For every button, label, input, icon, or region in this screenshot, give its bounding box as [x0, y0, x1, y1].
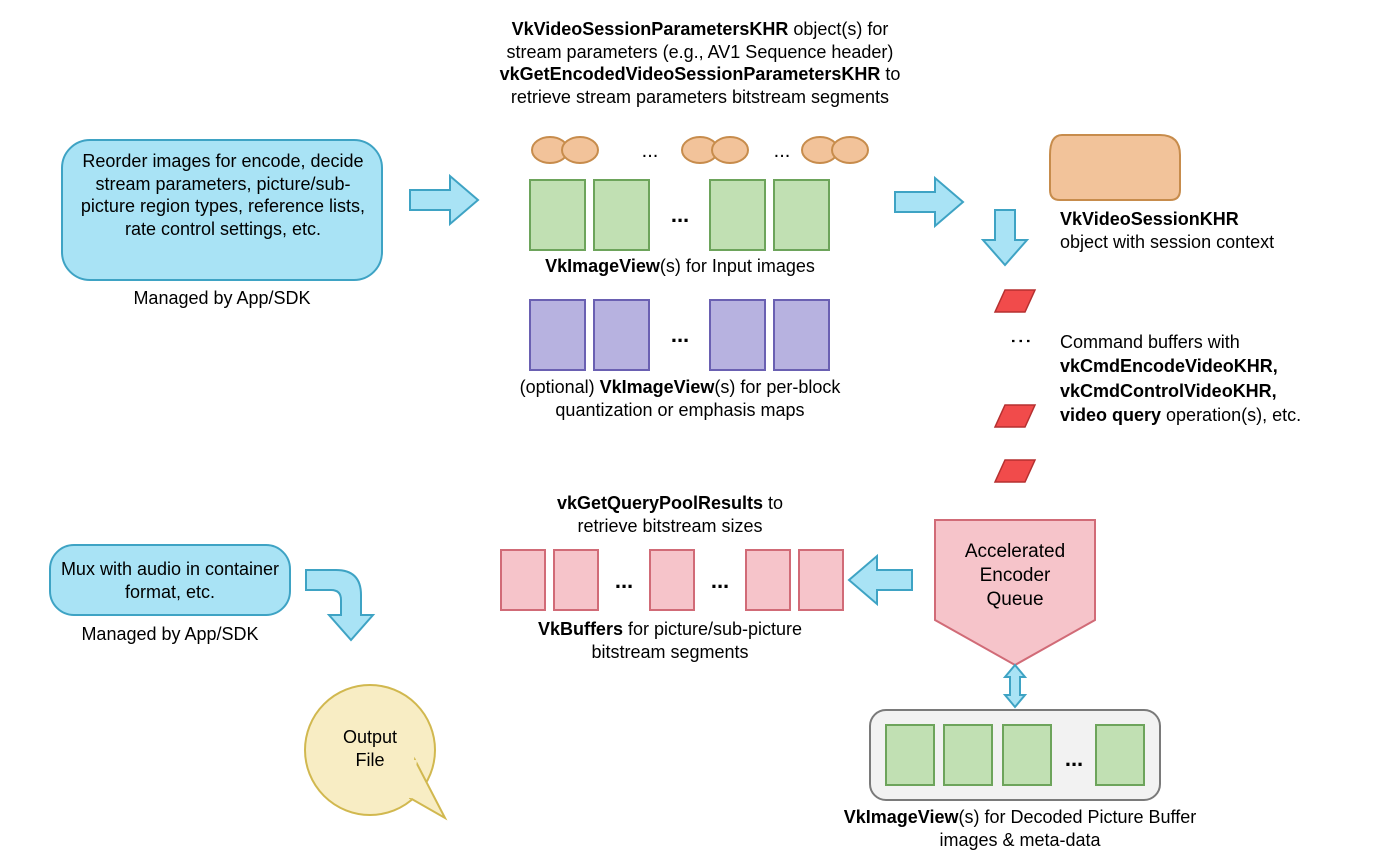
- param-ellipse: [562, 137, 598, 163]
- optional-imageview: [710, 300, 765, 370]
- label: stream parameters (e.g., AV1 Sequence he…: [507, 42, 894, 62]
- optional-views-caption: (optional) VkImageView(s) for per-block …: [460, 376, 900, 421]
- arrow-updown: [1005, 665, 1025, 707]
- label: to: [763, 493, 783, 513]
- vkbuffer: [746, 550, 790, 610]
- input-imageview: [710, 180, 765, 250]
- optional-imageview: [594, 300, 649, 370]
- label: VkVideoSessionParametersKHR: [512, 19, 789, 39]
- label: operation(s), etc.: [1161, 405, 1301, 425]
- param-ellipse: [712, 137, 748, 163]
- dpb-imageview: [886, 725, 934, 785]
- label: object(s) for: [788, 19, 888, 39]
- label: vkCmdControlVideoKHR,: [1060, 381, 1277, 401]
- input-views-caption: VkImageView(s) for Input images: [480, 256, 880, 277]
- label: Queue: [986, 589, 1043, 610]
- dots: ...: [655, 202, 705, 228]
- session-label: VkVideoSessionKHR object with session co…: [1060, 208, 1340, 255]
- label: images & meta-data: [939, 830, 1100, 850]
- label: vkCmdEncodeVideoKHR,: [1060, 356, 1278, 376]
- dpb-caption: VkImageView(s) for Decoded Picture Buffe…: [830, 806, 1210, 851]
- param-ellipse: [832, 137, 868, 163]
- vkbuffer: [501, 550, 545, 610]
- input-imageview: [530, 180, 585, 250]
- encoder-text: Accelerated Encoder Queue: [935, 540, 1095, 611]
- label: to: [880, 64, 900, 84]
- dots: ...: [696, 568, 744, 594]
- label: VkImageView: [545, 256, 660, 276]
- vkbuffer: [799, 550, 843, 610]
- vkbuffer: [554, 550, 598, 610]
- vertical-dots: ⋮: [1008, 330, 1034, 354]
- vkbuffer: [650, 550, 694, 610]
- dpb-imageview: [944, 725, 992, 785]
- reorder-text: Reorder images for encode, decide stream…: [75, 150, 371, 240]
- label: vkGetQueryPoolResults: [557, 493, 763, 513]
- dots: ...: [752, 140, 812, 163]
- label: bitstream segments: [591, 642, 748, 662]
- label: VkVideoSessionKHR: [1060, 209, 1239, 229]
- label: (optional): [520, 377, 600, 397]
- label: retrieve bitstream sizes: [577, 516, 762, 536]
- input-imageview: [774, 180, 829, 250]
- label: (s) for Input images: [660, 256, 815, 276]
- label: vkGetEncodedVideoSessionParametersKHR: [500, 64, 881, 84]
- label: Accelerated: [965, 541, 1065, 562]
- arrow-down-curve: [306, 570, 373, 640]
- optional-imageview: [774, 300, 829, 370]
- command-buffer-text: Command buffers with vkCmdEncodeVideoKHR…: [1060, 330, 1360, 427]
- arrow-left: [849, 556, 912, 604]
- diagram-canvas: VkVideoSessionParametersKHR object(s) fo…: [0, 0, 1400, 846]
- optional-imageview: [530, 300, 585, 370]
- mux-text: Mux with audio in container format, etc.: [60, 558, 280, 603]
- session-box: [1050, 135, 1180, 200]
- dots: ...: [620, 140, 680, 163]
- output-file-label: Output File: [324, 726, 416, 771]
- label: VkBuffers: [538, 619, 623, 639]
- label: quantization or emphasis maps: [555, 400, 804, 420]
- label: video query: [1060, 405, 1161, 425]
- label: object with session context: [1060, 232, 1274, 252]
- vkbuffers-caption: VkBuffers for picture/sub-picture bitstr…: [470, 618, 870, 663]
- dpb-imageview: [1096, 725, 1144, 785]
- label: VkImageView: [844, 807, 959, 827]
- label: VkImageView: [600, 377, 715, 397]
- label: (s) for Decoded Picture Buffer: [958, 807, 1196, 827]
- label: (s) for per-block: [714, 377, 840, 397]
- dots: ...: [600, 568, 648, 594]
- label: Command buffers with: [1060, 332, 1240, 352]
- dots: ...: [655, 322, 705, 348]
- arrow-down: [983, 210, 1027, 265]
- command-parallelograms: [995, 290, 1035, 482]
- dpb-imageview: [1003, 725, 1051, 785]
- label: Encoder: [980, 565, 1051, 586]
- label: for picture/sub-picture: [623, 619, 802, 639]
- top-text: VkVideoSessionParametersKHR object(s) fo…: [450, 18, 950, 108]
- reorder-caption: Managed by App/SDK: [62, 288, 382, 309]
- dots: ...: [1054, 746, 1094, 772]
- arrow-right: [410, 176, 478, 224]
- mux-caption: Managed by App/SDK: [60, 623, 280, 646]
- arrow-right: [895, 178, 963, 226]
- label: retrieve stream parameters bitstream seg…: [511, 87, 889, 107]
- query-caption: vkGetQueryPoolResults to retrieve bitstr…: [480, 492, 860, 537]
- input-imageview: [594, 180, 649, 250]
